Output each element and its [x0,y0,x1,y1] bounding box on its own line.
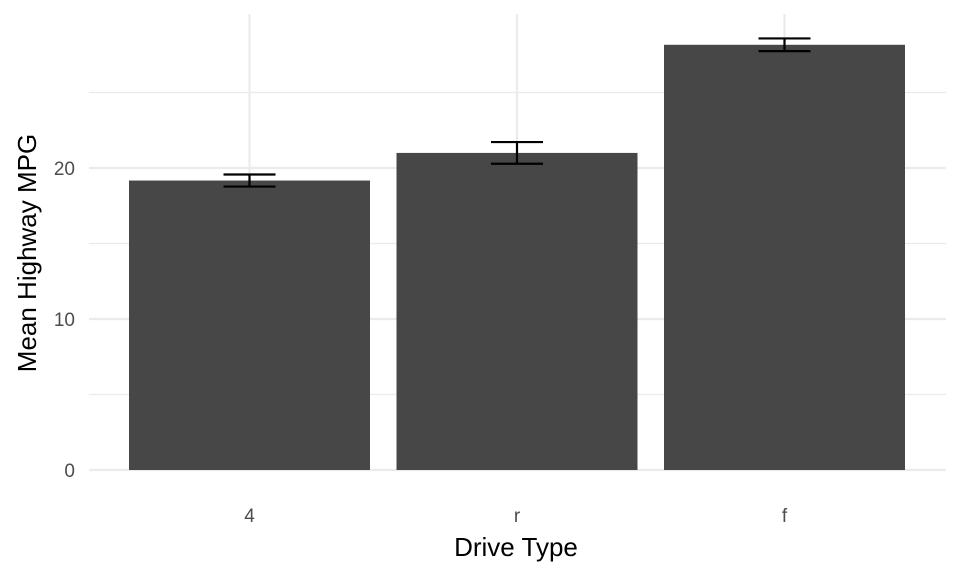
error-bars [223,37,811,188]
error-bar-4 [223,173,276,188]
x-tick-label: 4 [244,506,255,527]
bar-f [664,44,905,471]
bars [129,44,905,471]
x-tick-label: f [782,506,788,527]
y-tick-label: 10 [54,310,75,331]
y-tick-label: 20 [54,159,75,180]
bar-r [396,152,638,470]
x-axis-title: Drive Type [454,532,578,562]
x-axis-ticks: 4 r f [244,506,788,527]
error-bar-f [758,37,811,53]
bar-4 [129,180,370,470]
x-tick-label: r [514,506,521,527]
y-axis-title: Mean Highway MPG [12,134,42,372]
y-axis-ticks: 0 10 20 [54,159,75,482]
y-tick-label: 0 [64,461,75,482]
error-bar-r [491,140,543,165]
